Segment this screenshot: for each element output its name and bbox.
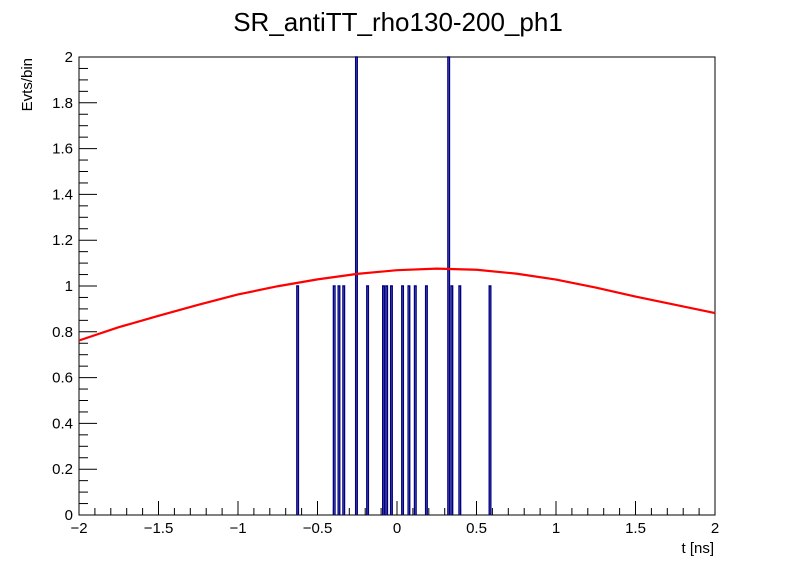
axis-ticks: −2 −1.5 −1 −0.5 0 0.5 1 1.5 2 0 0.2 0.4 0.6 0.8 1 1.2 1.… — [52, 49, 719, 537]
y-tick-label: 0.2 — [52, 461, 73, 478]
y-tick-label: 1.2 — [52, 232, 73, 249]
y-tick-label: 0.6 — [52, 370, 73, 387]
x-tick-label: −2 — [70, 520, 87, 537]
y-tick-label: 0.4 — [52, 415, 73, 432]
histogram-bin — [413, 285, 417, 515]
histogram-bin — [401, 285, 405, 515]
y-tick-label: 1.8 — [52, 95, 73, 112]
histogram-bin — [389, 285, 393, 515]
x-tick-label: 0.5 — [466, 520, 487, 537]
histogram-bin — [381, 285, 385, 515]
histogram-bin — [385, 285, 389, 515]
y-tick-label: 1.6 — [52, 141, 73, 158]
x-tick-label: 0 — [393, 520, 401, 537]
histogram-bin — [488, 285, 492, 515]
x-tick-label: −1 — [229, 520, 246, 537]
x-tick-label: 1.5 — [625, 520, 646, 537]
histogram-bin — [450, 285, 454, 515]
plot-frame — [78, 56, 716, 516]
fit-curve — [78, 267, 716, 342]
y-tick-label: 0 — [65, 507, 73, 524]
x-tick-label: −1.5 — [144, 520, 174, 537]
fit-curve-layer — [78, 267, 716, 342]
histogram-bin — [332, 285, 336, 515]
histogram-bin — [296, 285, 300, 515]
histogram-bin — [447, 56, 451, 515]
x-tick-label: −0.5 — [303, 520, 333, 537]
x-axis-label: t [ns] — [681, 540, 714, 557]
histogram-bin — [337, 285, 341, 515]
histogram-bin — [458, 285, 462, 515]
histogram-bin — [354, 56, 358, 515]
chart-title: SR_antiTT_rho130-200_ph1 — [233, 7, 563, 37]
y-tick-label: 2 — [65, 49, 73, 66]
histogram-bars — [296, 56, 492, 515]
histogram-bin — [366, 285, 370, 515]
y-axis-label: Evts/bin — [19, 58, 36, 111]
histogram-bin — [342, 285, 346, 515]
histogram-bin — [424, 285, 428, 515]
y-tick-label: 1 — [65, 278, 73, 295]
x-tick-label: 2 — [711, 520, 719, 537]
y-tick-label: 0.8 — [52, 324, 73, 341]
y-tick-label: 1.4 — [52, 186, 73, 203]
x-tick-label: 1 — [552, 520, 560, 537]
histogram-bin — [407, 285, 411, 515]
